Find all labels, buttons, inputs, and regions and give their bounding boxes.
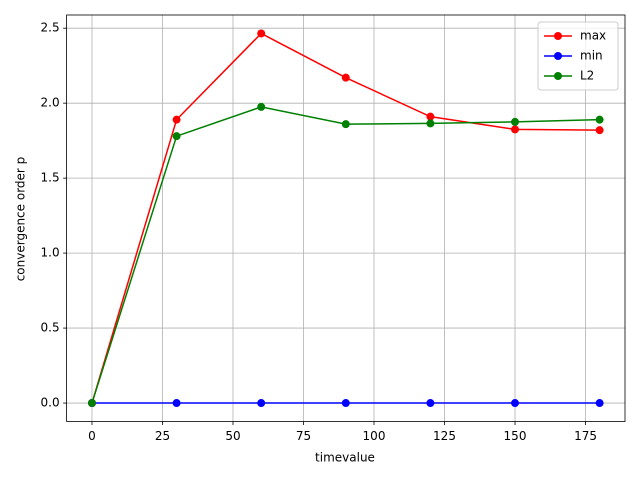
legend-label: min — [580, 49, 603, 63]
x-tick-label: 125 — [433, 429, 456, 443]
legend-label: max — [580, 29, 606, 43]
plot-frame — [66, 14, 626, 422]
y-tick-label: 2.5 — [41, 21, 60, 35]
x-axis-label: timevalue — [315, 451, 375, 465]
marker — [341, 399, 350, 408]
marker — [595, 115, 604, 124]
series-line — [91, 32, 600, 404]
marker — [511, 117, 520, 126]
legend-marker — [554, 72, 562, 80]
marker — [595, 399, 604, 408]
legend: max min L2 — [537, 21, 619, 91]
marker — [595, 126, 604, 135]
x-tick-label: 50 — [225, 429, 240, 443]
legend-label: L2 — [580, 69, 594, 83]
marker — [426, 112, 435, 121]
marker — [172, 399, 181, 408]
marker — [426, 399, 435, 408]
x-tick-label: 75 — [296, 429, 311, 443]
y-tick-label: 0.5 — [41, 321, 60, 335]
marker — [87, 399, 96, 408]
legend-marker — [554, 32, 562, 40]
series-line — [91, 106, 600, 404]
y-tick-label: 1.5 — [41, 171, 60, 185]
x-tick-label: 100 — [363, 429, 386, 443]
y-tick-label: 2.0 — [41, 96, 60, 110]
marker — [257, 102, 266, 111]
y-tick-label: 0.0 — [41, 396, 60, 410]
x-tick-label: 0 — [88, 429, 96, 443]
legend-marker — [554, 52, 562, 60]
marker — [511, 125, 520, 134]
x-tick-label: 150 — [504, 429, 527, 443]
marker — [426, 119, 435, 128]
marker — [257, 29, 266, 38]
marker — [172, 132, 181, 141]
y-axis-label: convergence order p — [14, 157, 28, 282]
marker — [341, 120, 350, 129]
x-tick-label: 25 — [155, 429, 170, 443]
y-tick-label: 1.0 — [41, 246, 60, 260]
marker — [257, 399, 266, 408]
marker — [341, 73, 350, 82]
marker — [511, 399, 520, 408]
x-tick-label: 175 — [574, 429, 597, 443]
marker — [172, 115, 181, 124]
